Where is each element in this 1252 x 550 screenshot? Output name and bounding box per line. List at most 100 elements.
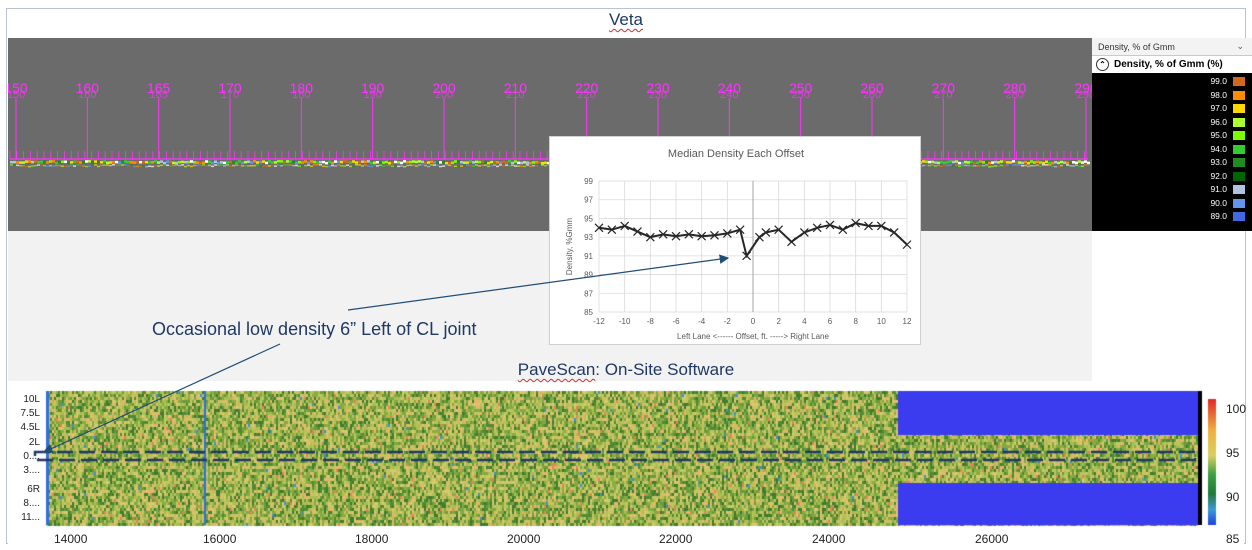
veta-station-label: 220 [575, 80, 599, 96]
x-tick-label: 8 [853, 317, 858, 326]
veta-station-label-shadow: 230 [649, 89, 667, 101]
heatmap-y-label: 11... [21, 512, 40, 523]
colorbar-label: 100 [1226, 402, 1247, 416]
veta-station-label-shadow: 200 [435, 89, 453, 101]
veta-station-label: 200 [432, 80, 456, 96]
annotation-text: Occasional low density 6” Left of CL joi… [152, 319, 477, 339]
veta-station-label-shadow: 150 [8, 89, 25, 101]
veta-station-label: 150 [8, 80, 28, 96]
veta-station-label-shadow: 290 [1077, 89, 1092, 101]
collapse-icon[interactable]: ⌃ [1096, 58, 1109, 71]
density-legend-panel: Density, % of Gmm ⌄ ⌃ Density, % of Gmm … [1092, 38, 1252, 231]
data-point [607, 225, 617, 235]
x-axis-label: Left Lane <------ Offset, ft. -----> Rig… [677, 332, 829, 341]
y-tick-label: 89 [584, 271, 593, 280]
data-point [876, 221, 886, 231]
x-tick-label: 10 [877, 317, 886, 326]
heatmap-y-label: 6R [27, 484, 40, 495]
veta-station-label-shadow: 220 [577, 89, 595, 101]
heatmap-x-label: 20000 [507, 532, 541, 546]
data-point [684, 229, 694, 239]
data-point [799, 228, 809, 237]
pavescan-panel [8, 386, 1244, 544]
veta-station-label: 165 [147, 80, 171, 96]
x-tick-label: 6 [828, 317, 833, 326]
x-tick-label: -2 [724, 317, 732, 326]
legend-layer-dropdown[interactable]: Density, % of Gmm ⌄ [1092, 38, 1252, 56]
data-point [754, 232, 764, 242]
legend-header[interactable]: ⌃ Density, % of Gmm (%) [1092, 56, 1252, 73]
veta-station-label-shadow: 250 [791, 89, 809, 101]
data-point [645, 232, 655, 242]
y-tick-label: 97 [584, 196, 593, 205]
legend-value: 90.0 [1210, 197, 1227, 208]
legend-swatch [1233, 158, 1245, 167]
veta-station-label-shadow: 270 [934, 89, 952, 101]
y-tick-label: 87 [584, 289, 593, 298]
legend-value: 91.0 [1210, 184, 1227, 194]
legend-item: 89.0 [1092, 211, 1252, 222]
heatmap-x-label: 24000 [812, 532, 846, 546]
data-point [761, 228, 771, 237]
veta-station-label: 260 [860, 80, 884, 96]
veta-station-label-shadow: 260 [863, 89, 881, 101]
legend-item: 91.0 [1092, 184, 1252, 195]
data-point [787, 237, 796, 247]
veta-station-label-shadow: 180 [292, 89, 310, 101]
legend-value: 92.0 [1210, 170, 1227, 181]
heatmap-y-label: 3.... [23, 465, 40, 476]
y-tick-label: 91 [584, 252, 593, 261]
data-point [697, 231, 707, 241]
pavescan-heatmap[interactable] [8, 386, 1244, 544]
y-axis-label: Density, %Gmm [565, 218, 574, 276]
heatmap-x-label: 18000 [355, 532, 389, 546]
legend-item: 98.0 [1092, 90, 1252, 101]
veta-station-label-shadow: 190 [363, 89, 381, 101]
x-tick-label: 2 [776, 317, 781, 326]
veta-station-label-shadow: 160 [78, 89, 96, 101]
legend-swatch [1233, 212, 1245, 221]
data-point [825, 220, 835, 230]
median-density-chart: Median Density Each Offset 85 87 89 91 93 95 97… [549, 136, 921, 345]
legend-item: 94.0 [1092, 144, 1252, 155]
legend-value: 97.0 [1210, 103, 1227, 113]
veta-station-label: 190 [361, 80, 385, 96]
veta-station-label-shadow: 165 [149, 89, 167, 101]
veta-station-label: 290 [1074, 80, 1092, 96]
series-line [598, 222, 908, 259]
veta-station-label: 250 [789, 80, 813, 96]
colorbar-label: 95 [1226, 446, 1240, 460]
legend-item: 92.0 [1092, 171, 1252, 182]
legend-swatch [1233, 117, 1245, 127]
pavescan-title: PaveScan: On-Site Software [517, 360, 735, 379]
data-point [633, 227, 642, 236]
legend-item: 99.0 [1092, 76, 1252, 87]
legend-swatch [1233, 131, 1245, 140]
data-point [671, 231, 681, 241]
data-point [710, 230, 719, 240]
x-tick-label: -10 [619, 317, 631, 326]
y-tick-label: 99 [584, 177, 593, 186]
data-point [620, 221, 630, 231]
legend-item: 97.0 [1092, 103, 1252, 114]
legend-item: 93.0 [1092, 157, 1252, 168]
y-tick-label: 95 [584, 214, 593, 223]
data-point [864, 221, 873, 231]
chevron-down-icon[interactable]: ⌄ [1236, 41, 1244, 51]
legend-value: 93.0 [1210, 157, 1227, 167]
legend-item: 90.0 [1092, 198, 1252, 209]
veta-title: Veta [608, 10, 644, 29]
data-point [812, 223, 822, 233]
legend-swatch [1233, 77, 1245, 86]
heatmap-y-label: 4.5L [20, 422, 40, 433]
x-tick-label: 0 [751, 317, 756, 326]
veta-station-label: 270 [932, 80, 956, 96]
legend-swatch [1233, 185, 1245, 194]
legend-value: 94.0 [1210, 143, 1227, 154]
heatmap-x-label: 26000 [975, 532, 1009, 546]
x-tick-label: 12 [903, 317, 912, 326]
veta-station-label-shadow: 170 [221, 89, 239, 101]
y-tick-label: 93 [584, 233, 593, 242]
y-tick-label: 85 [584, 308, 593, 317]
data-point [889, 228, 899, 237]
